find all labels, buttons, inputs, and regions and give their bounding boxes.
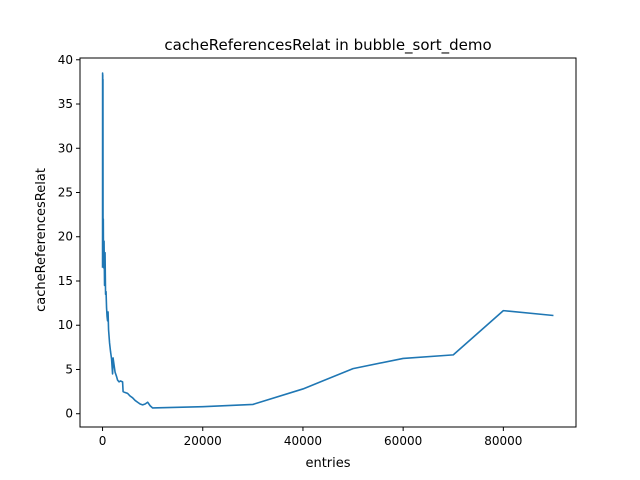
x-tick-label: 0	[99, 434, 107, 448]
axes-frame	[79, 57, 577, 428]
y-tick-label: 40	[58, 53, 73, 67]
x-axis-label: entries	[305, 456, 350, 471]
y-axis-label: cacheReferencesRelat	[34, 168, 49, 312]
x-tick-label: 20000	[184, 434, 222, 448]
y-tick-label: 5	[65, 362, 73, 376]
x-tick-label: 60000	[384, 434, 422, 448]
chart-title: cacheReferencesRelat in bubble_sort_demo	[164, 36, 491, 55]
y-tick-label: 0	[65, 407, 73, 421]
y-tick-label: 20	[58, 230, 73, 244]
y-tick-label: 25	[58, 186, 73, 200]
y-tick-label: 15	[58, 274, 73, 288]
plot-area: 0 20000 40000 60000 80000 0 5 10 15 20 25 30 35 40	[58, 53, 577, 448]
series-line-0	[101, 72, 554, 409]
y-tick-label: 10	[58, 318, 73, 332]
x-tick-label: 80000	[484, 434, 522, 448]
y-tick-label: 30	[58, 141, 73, 155]
y-tick-label: 35	[58, 97, 73, 111]
x-tick-label: 40000	[284, 434, 322, 448]
